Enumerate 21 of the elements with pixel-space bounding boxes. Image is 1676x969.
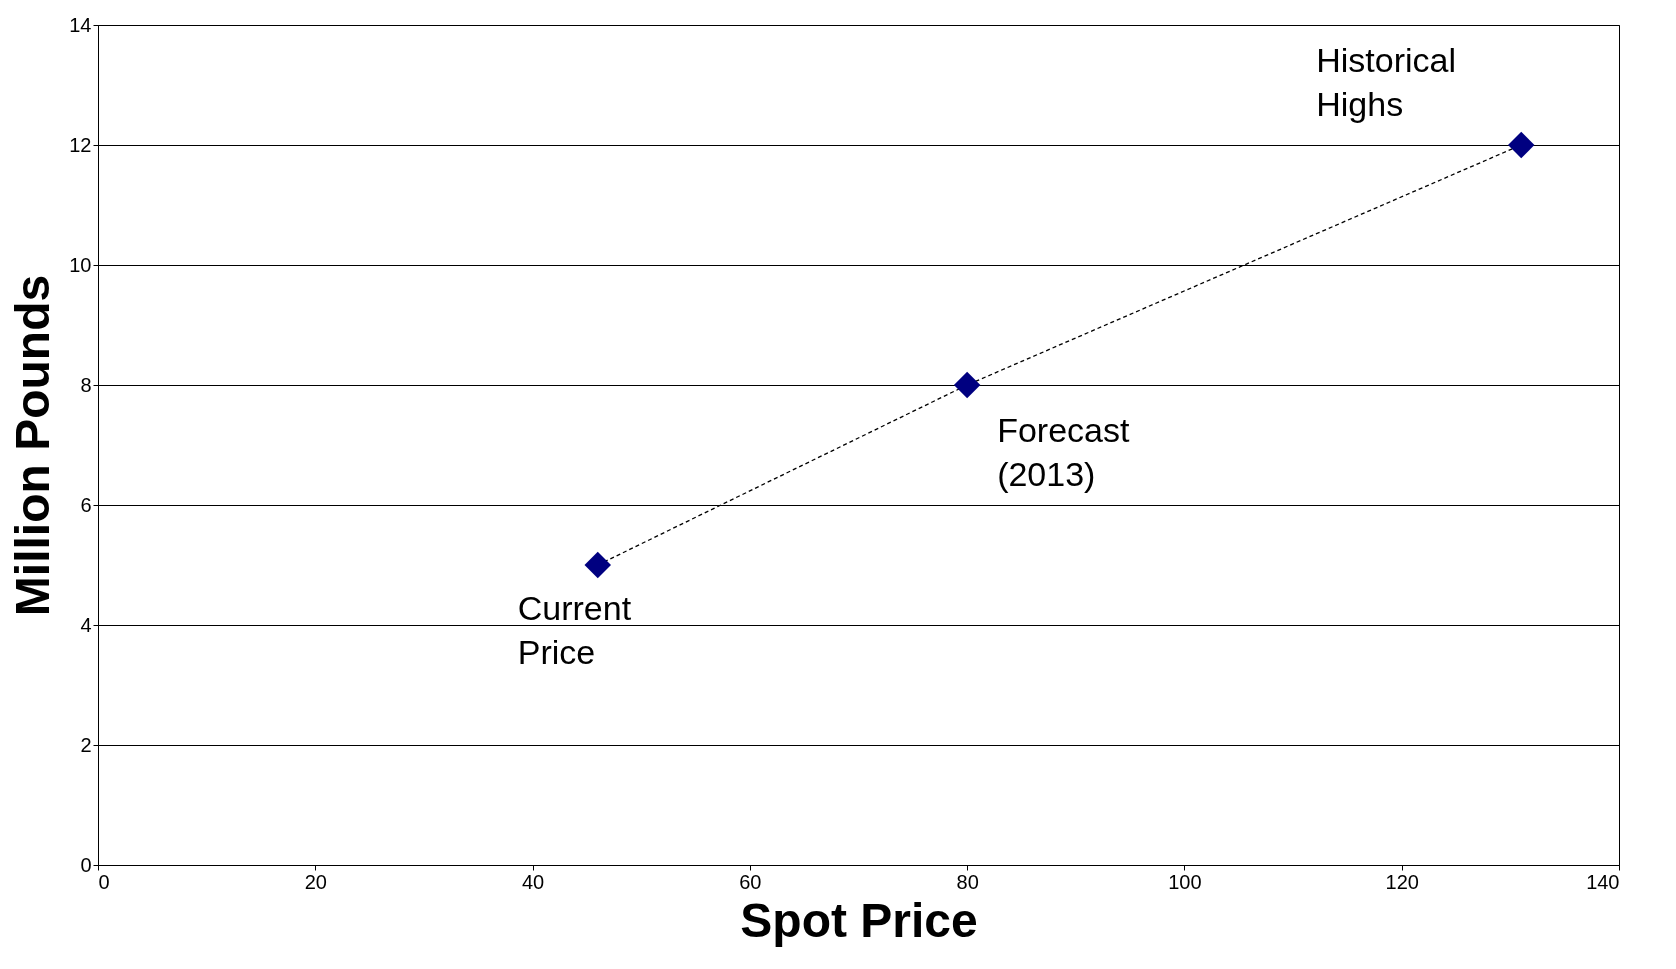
y-axis-title: Million Pounds [6, 274, 60, 617]
y-tick-label: 2 [80, 733, 92, 756]
x-tick-label: 20 [304, 870, 327, 893]
y-tick-label: 6 [80, 493, 92, 516]
y-tick-label: 12 [69, 133, 92, 156]
y-tick-label: 10 [69, 253, 92, 276]
y-tick-label: 8 [80, 373, 92, 396]
x-tick-label: 60 [739, 870, 762, 893]
x-tick-label: 80 [956, 870, 979, 893]
annotation: Current Price [517, 589, 632, 671]
x-tick-label: 100 [1168, 870, 1202, 893]
x-axis-title: Spot Price [740, 893, 978, 947]
y-tick-label: 4 [80, 613, 92, 636]
x-tick-label: 40 [521, 870, 545, 893]
x-tick-label: 140 [1586, 870, 1620, 893]
y-tick-label: 0 [80, 853, 92, 876]
annotation: Forecast (2013) [997, 411, 1130, 493]
annotation: Historical Highs [1316, 41, 1457, 123]
x-tick-label: 0 [98, 870, 110, 893]
y-tick-label: 14 [69, 13, 92, 36]
x-tick-label: 120 [1385, 870, 1419, 893]
